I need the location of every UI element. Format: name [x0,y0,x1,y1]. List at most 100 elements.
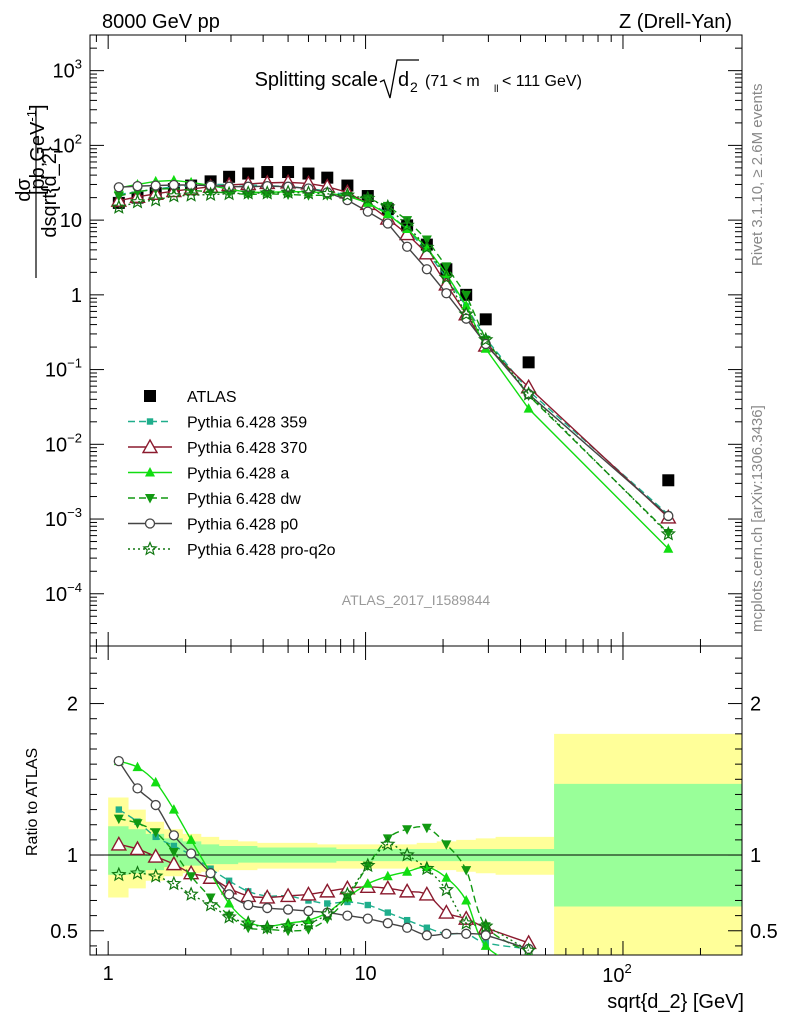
ratio-point-pq2o [129,865,146,880]
main-point-pp0 [382,218,393,229]
y-tick-label: 102 [53,131,82,157]
title-cut-sub: ll [494,84,498,95]
ratio-point-p359 [364,901,371,909]
ratio-point-pp0 [282,904,294,915]
ratio-point-pq2o [259,919,275,935]
ratio-point-p370 [110,835,128,851]
main-point-pp0 [421,264,432,275]
main-point-pq2o [221,185,237,201]
ratio-point-pq2o [380,836,396,851]
ratio-point-pa [150,776,161,787]
ratio-point-pq2o [280,918,296,933]
ratio-point-pdw [186,872,197,882]
ratio-point-p370 [165,855,183,871]
main-y-axis-unit: [pb,GeV-1] [24,104,49,195]
ratio-point-pq2o [419,860,435,876]
main-point-pp0 [150,180,161,191]
legend-item-p359: Pythia 6.428 359 [128,415,307,432]
main-point-pq2o [399,217,415,232]
legend-label-pdw: Pythia 6.428 dw [187,491,301,508]
ratio-point-pq2o [111,866,127,882]
main-point-pq2o [129,193,146,209]
ratio-point-pa [382,870,393,881]
legend-label-pq2o: Pythia 6.428 pro-q2o [187,542,336,559]
ratio-y-tick-label-right: 2 [750,694,761,716]
main-point-pq2o [319,185,335,201]
main-point-pq2o [478,331,494,347]
main-point-atlas [522,356,535,369]
ratio-point-p370 [147,848,164,863]
main-point-pq2o [183,187,199,202]
title-cut-pre: (71 < m [425,73,480,90]
ratio-point-pq2o [183,886,199,901]
ylabel-numerator: dσ [13,178,35,202]
ratio-point-pp0 [480,930,491,941]
sqrt-sign-icon [379,59,419,99]
main-point-pq2o [300,185,317,200]
main-point-pdw [402,216,413,226]
main-point-pq2o [438,269,455,285]
ratio-point-pa [524,965,534,975]
ratio-y-tick-label: 1 [67,845,78,867]
ratio-point-pp0 [223,889,235,900]
ratio-point-pq2o [458,915,474,930]
legend-item-pq2o: Pythia 6.428 pro-q2o [128,540,336,559]
main-point-pq2o [240,185,256,200]
title-cut-post: < 111 GeV) [502,73,582,90]
ratio-y-axis-label: Ratio to ATLAS [24,748,41,856]
ratio-point-p370 [300,885,317,901]
main-point-pa [382,208,393,219]
main-point-pp0 [401,241,413,252]
ratio-point-pa [186,834,197,844]
ratio-point-pa [224,898,235,908]
main-point-pdw [243,190,254,201]
ratio-point-p359 [423,924,431,931]
ratio-point-pa [461,894,472,905]
header-process: Z (Drell-Yan) [619,11,732,33]
main-line-pq2o [118,191,669,535]
ratio-series-pq2o [111,836,537,955]
ratio-point-pp0 [382,918,393,929]
main-point-pa [461,300,472,310]
x-tick-label: 102 [602,961,631,987]
ratio-point-pp0 [185,848,197,859]
ratio-point-pdw [441,840,452,850]
ratio-point-pq2o [520,942,537,955]
main-series-pq2o [111,184,676,541]
ratio-point-p370 [129,840,146,856]
ratio-point-pp0 [401,922,413,933]
ylabel-denominator: dsqrt{d_2} [39,146,61,238]
legend-label-pp0: Pythia 6.428 p0 [187,517,298,534]
main-point-pq2o [339,187,356,202]
ratio-point-pq2o [360,857,376,873]
ratio-point-pq2o [399,846,415,862]
main-point-atlas [662,474,675,487]
legend-item-pa: Pythia 6.428 a [128,466,289,483]
ratio-point-pdw [243,923,254,934]
legend: ATLAS Pythia 6.428 359 Pythia 6.428 370 Pyt… [128,389,336,559]
main-point-pp0 [132,180,143,192]
ratio-point-p359 [115,806,123,813]
main-point-pq2o [259,185,275,200]
plot-title: Splitting scale d 2 (71 < m ll < 111 GeV… [255,59,582,99]
y-tick-label: 10−3 [45,505,82,531]
main-point-pp0 [113,182,124,193]
ratio-point-pp0 [362,913,373,924]
ratio-point-p370 [319,882,336,898]
ratio-point-pq2o [166,875,182,891]
main-series-pdw [113,184,674,539]
main-point-atlas [282,166,295,179]
ratio-point-pp0 [303,905,314,917]
ratio-point-pdw [113,814,124,825]
main-point-pq2o [419,239,435,255]
ratio-point-p370 [398,882,416,898]
title-sqrt-sub: 2 [410,79,418,95]
legend-marker-atlas [144,390,156,402]
ratio-y-tick-label-right: 0.5 [750,921,778,943]
ratio-y-tick-label: 0.5 [50,921,78,943]
legend-label-p370: Pythia 6.428 370 [187,440,307,457]
ratio-point-pdw [283,926,294,937]
ratio-uncertainty-bands [108,733,742,955]
